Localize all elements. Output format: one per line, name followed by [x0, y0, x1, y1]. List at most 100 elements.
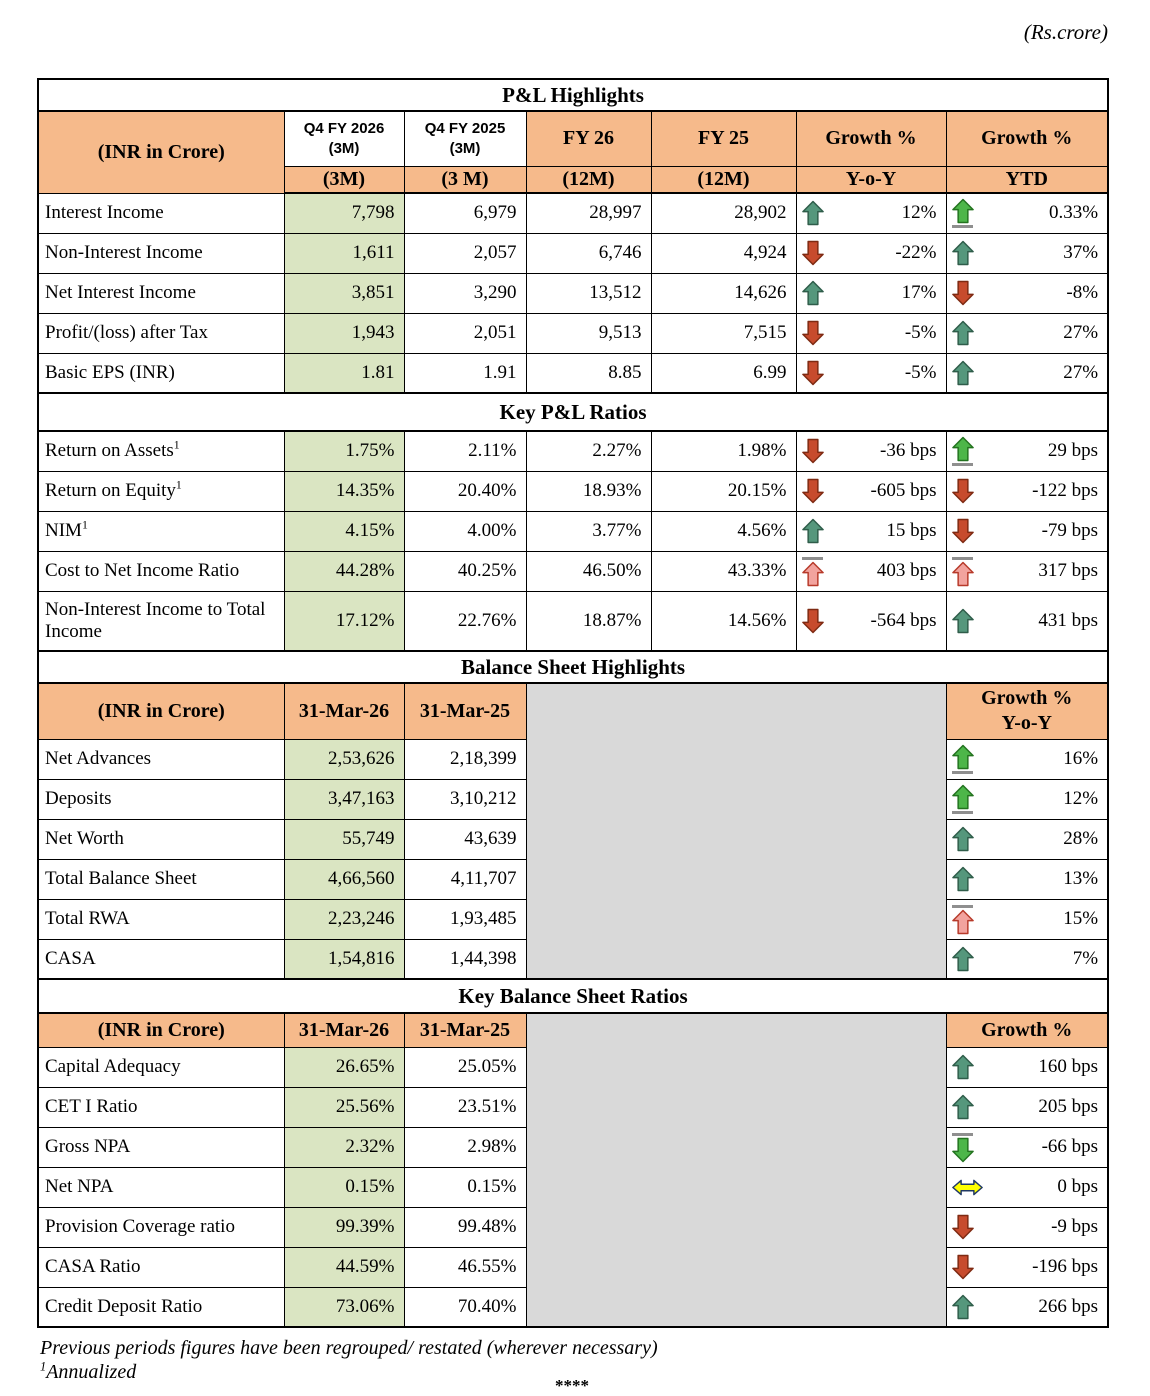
value-cell: 6,746	[525, 232, 652, 274]
down-arrow-icon	[801, 240, 824, 266]
value-cell: 26.65%	[283, 1046, 405, 1088]
down-arrow-icon	[951, 1214, 974, 1240]
column-subheader: (12M)	[525, 165, 652, 194]
column-header-growth-yoy: Growth %	[795, 110, 947, 167]
table-row: Non-Interest Income 1,611 2,057 6,746 4,924 -…	[37, 232, 1109, 274]
growth-cell: -564 bps	[795, 590, 947, 652]
value-cell: 1,44,398	[403, 938, 527, 980]
row-label: Cost to Net Income Ratio	[37, 550, 285, 592]
section-title-pnl-highlights: P&L Highlights	[37, 78, 1109, 112]
section-title-key-pnl-ratios: Key P&L Ratios	[37, 392, 1109, 432]
row-label: Gross NPA	[37, 1126, 285, 1168]
growth-cell: 160 bps	[945, 1046, 1109, 1088]
row-label: Deposits	[37, 778, 285, 820]
column-header-inr-in-crore: (INR in Crore)	[37, 682, 285, 740]
up-arrow-icon	[951, 436, 974, 467]
growth-cell: 13%	[945, 858, 1109, 900]
growth-cell: 17%	[795, 272, 947, 314]
table-row: Interest Income 7,798 6,979 28,997 28,902 12%…	[37, 192, 1109, 234]
value-cell: 7,798	[283, 192, 405, 234]
up-arrow-icon	[951, 1294, 974, 1320]
value-cell: 2,051	[403, 312, 527, 354]
down-arrow-icon	[951, 1132, 974, 1163]
table-row: Total Balance Sheet 4,66,560 4,11,707 13%	[37, 858, 1109, 900]
down-arrow-icon	[801, 360, 824, 386]
up-arrow-icon	[951, 784, 974, 815]
value-cell: 13,512	[525, 272, 652, 314]
down-arrow-icon	[801, 438, 824, 464]
down-arrow-icon	[951, 1254, 974, 1280]
up-arrow-icon	[951, 608, 974, 634]
row-label: Return on Assets1	[37, 430, 285, 472]
up-arrow-icon	[951, 744, 974, 775]
value-cell: 14.35%	[283, 470, 405, 512]
value-cell: 6.99	[650, 352, 797, 394]
row-label: Net NPA	[37, 1166, 285, 1208]
footnote-ref: 1	[175, 478, 182, 492]
row-label: Net Interest Income	[37, 272, 285, 314]
value-cell: 40.25%	[403, 550, 527, 592]
value-cell: 4,66,560	[283, 858, 405, 900]
value-cell: 1,93,485	[403, 898, 527, 940]
value-cell: 70.40%	[403, 1286, 527, 1328]
growth-value: 12%	[1063, 788, 1099, 809]
growth-value: 12%	[901, 202, 937, 224]
growth-value: 27%	[1063, 361, 1099, 383]
value-cell: 1.75%	[283, 430, 405, 472]
value-cell: 20.40%	[403, 470, 527, 512]
column-header-31-mar-26: 31-Mar-26	[283, 1012, 405, 1048]
growth-cell: -9 bps	[945, 1206, 1109, 1248]
value-cell: 46.55%	[403, 1246, 527, 1288]
growth-cell: 317 bps	[945, 550, 1109, 592]
growth-value: 431 bps	[1038, 609, 1099, 631]
row-label: Profit/(loss) after Tax	[37, 312, 285, 354]
value-cell: 73.06%	[283, 1286, 405, 1328]
up-arrow-icon	[801, 518, 824, 544]
column-header-31-mar-26: 31-Mar-26	[283, 682, 405, 740]
end-of-document-mark: ****	[555, 1376, 589, 1395]
growth-cell: 27%	[945, 312, 1109, 354]
growth-value: -22%	[895, 242, 937, 263]
growth-value: -66 bps	[1041, 1136, 1099, 1157]
growth-cell: 431 bps	[945, 590, 1109, 652]
growth-value: -79 bps	[1041, 520, 1099, 541]
growth-cell: 0.33%	[945, 192, 1109, 234]
value-cell: 0.15%	[283, 1166, 405, 1208]
up-arrow-icon	[951, 240, 974, 266]
value-cell: 99.39%	[283, 1206, 405, 1248]
table-row: Return on Assets1 1.75% 2.11% 2.27% 1.98% -36…	[37, 430, 1109, 472]
growth-value: 317 bps	[1038, 560, 1099, 581]
row-label: CASA	[37, 938, 285, 980]
growth-cell: -36 bps	[795, 430, 947, 472]
footnote-ref: 1	[81, 518, 88, 532]
table-row: NIM1 4.15% 4.00% 3.77% 4.56% 15 bps -79 bps	[37, 510, 1109, 552]
growth-value: 205 bps	[1038, 1096, 1099, 1117]
growth-cell: 29 bps	[945, 430, 1109, 472]
growth-cell: 16%	[945, 738, 1109, 780]
value-cell: 4,11,707	[403, 858, 527, 900]
table-row: Capital Adequacy 26.65% 25.05% 160 bps	[37, 1046, 1109, 1088]
growth-value: 37%	[1063, 242, 1099, 263]
value-cell: 7,515	[650, 312, 797, 354]
value-cell: 44.59%	[283, 1246, 405, 1288]
value-cell: 2.27%	[525, 430, 652, 472]
growth-value: 0 bps	[1057, 1176, 1099, 1197]
growth-cell: -8%	[945, 272, 1109, 314]
up-arrow-icon	[801, 556, 824, 587]
value-cell: 6,979	[403, 192, 527, 234]
table-row: Deposits 3,47,163 3,10,212 12%	[37, 778, 1109, 820]
value-cell: 14,626	[650, 272, 797, 314]
value-cell: 3,851	[283, 272, 405, 314]
growth-value: 266 bps	[1038, 1295, 1099, 1317]
down-arrow-icon	[801, 478, 824, 504]
row-label: Basic EPS (INR)	[37, 352, 285, 394]
row-label: Return on Equity1	[37, 470, 285, 512]
column-header-31-mar-25: 31-Mar-25	[403, 682, 527, 740]
results-table: P&L Highlights (INR in Crore) Q4 FY 2026…	[37, 78, 1110, 1328]
value-cell: 20.15%	[650, 470, 797, 512]
down-arrow-icon	[801, 320, 824, 346]
row-label: NIM1	[37, 510, 285, 552]
value-cell: 14.56%	[650, 590, 797, 652]
up-arrow-icon	[951, 556, 974, 587]
value-cell: 2,23,246	[283, 898, 405, 940]
